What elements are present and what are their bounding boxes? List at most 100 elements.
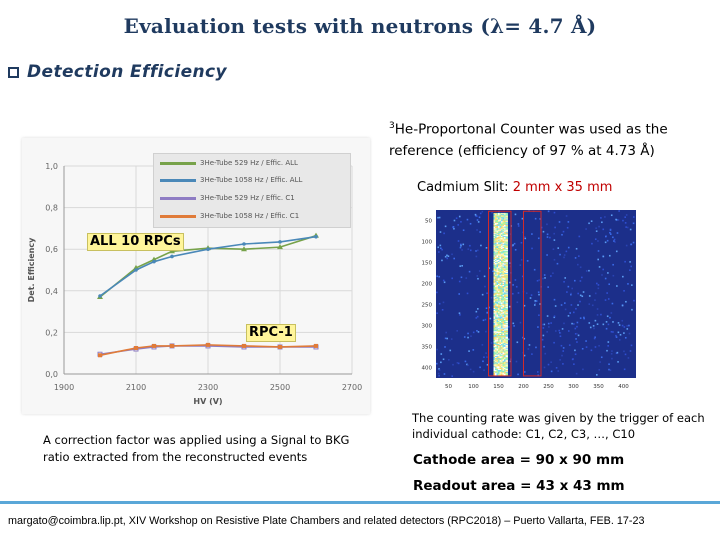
heatmap-noise-cell [476, 275, 479, 277]
heatmap-noise-cell [560, 344, 563, 347]
heatmap-noise-cell [475, 255, 478, 258]
heatmap-noise-cell [606, 292, 608, 294]
correction-note: A correction factor was applied using a … [43, 433, 350, 464]
heatmap-noise-cell [576, 341, 578, 343]
bullet-text: Detection Efficiency [27, 62, 227, 82]
heatmap-noise-cell [444, 225, 447, 228]
heatmap-noise-cell [524, 237, 527, 240]
heatmap-noise-cell [525, 292, 528, 294]
heatmap-noise-cell [513, 325, 515, 327]
heatmap-noise-cell [632, 241, 635, 244]
heatmap-noise-cell [460, 276, 463, 279]
heatmap-noise-cell [554, 226, 556, 229]
heatmap-hot-cell [495, 373, 498, 376]
legend-label: 3He-Tube 1058 Hz / Effic. C1 [200, 212, 300, 220]
legend-swatch-orange [160, 214, 196, 218]
heatmap-noise-cell [626, 226, 629, 229]
heatmap-noise-cell [461, 249, 463, 251]
heatmap-noise-cell [571, 287, 574, 290]
heatmap-noise-cell [579, 280, 582, 282]
heatmap-noise-cell [607, 323, 610, 326]
heatmap-noise-cell [578, 235, 581, 238]
heatmap-noise-cell [542, 334, 545, 337]
heatmap-noise-cell [607, 298, 610, 300]
heatmap-noise-cell [475, 310, 478, 313]
heatmap-noise-cell [559, 359, 561, 361]
heatmap-noise-cell [607, 272, 609, 274]
heatmap-noise-cell [574, 332, 577, 335]
heatmap-noise-cell [623, 326, 626, 328]
heatmap-noise-cell [555, 366, 558, 369]
heatmap-noise-cell [609, 316, 611, 319]
heatmap-noise-cell [624, 336, 627, 339]
heatmap-noise-cell [606, 239, 609, 242]
callout-all-rpcs: ALL 10 RPCs [87, 233, 184, 251]
heatmap-noise-cell [458, 293, 461, 295]
heatmap-noise-cell [477, 249, 479, 252]
heatmap-noise-cell [621, 324, 624, 327]
heatmap-noise-cell [613, 238, 616, 241]
heatmap-noise-cell [460, 221, 462, 223]
heatmap-noise-cell [623, 350, 625, 353]
y-tick-label: 0,8 [45, 204, 58, 213]
heatmap-noise-cell [567, 315, 570, 317]
heatmap-noise-cell [608, 363, 610, 366]
heatmap-noise-cell [542, 277, 544, 280]
heatmap-noise-cell [579, 317, 582, 319]
heatmap-noise-cell [597, 287, 600, 290]
footer-text: margato@coimbra.lip.pt, XIV Workshop on … [8, 515, 645, 527]
heatmap-noise-cell [579, 300, 581, 303]
heatmap-noise-cell [561, 328, 564, 330]
heatmap-noise-cell [478, 216, 481, 219]
heatmap-noise-cell [582, 368, 584, 371]
heatmap-noise-cell [538, 279, 540, 281]
heatmap-noise-cell [436, 275, 438, 278]
heatmap-noise-cell [546, 331, 548, 333]
heatmap-noise-cell [561, 233, 563, 236]
heatmap-noise-cell [440, 353, 443, 355]
heatmap-hot-cell [504, 373, 507, 376]
heatmap-noise-cell [553, 239, 556, 241]
heatmap-noise-cell [442, 358, 445, 361]
heatmap-noise-cell [591, 242, 593, 245]
x-axis-label: HV (V) [193, 397, 222, 406]
heatmap-y-tick-label: 300 [422, 324, 433, 330]
heatmap-noise-cell [604, 235, 607, 238]
heatmap-noise-cell [477, 221, 480, 223]
heatmap-noise-cell [481, 344, 484, 346]
heatmap-noise-cell [631, 284, 633, 286]
heatmap-noise-cell [442, 301, 445, 304]
heatmap-noise-cell [550, 322, 552, 324]
reference-note: 3He-Proportonal Counter was used as the … [389, 116, 714, 162]
heatmap-noise-cell [600, 356, 603, 359]
heatmap-noise-cell [529, 297, 532, 299]
data-point [241, 246, 247, 252]
callout-rpc1: RPC-1 [246, 324, 296, 342]
heatmap-noise-cell [566, 226, 569, 229]
heatmap-noise-cell [507, 326, 510, 328]
slide-title: Evaluation tests with neutrons (λ= 4.7 Å… [123, 14, 597, 38]
heatmap-noise-cell [517, 373, 519, 376]
heatmap-noise-cell [598, 266, 601, 268]
heatmap-noise-cell [457, 224, 460, 226]
heatmap-noise-cell [588, 269, 590, 272]
heatmap-noise-cell [480, 244, 482, 247]
heatmap-noise-cell [553, 316, 556, 319]
heatmap-noise-cell [441, 308, 444, 311]
heatmap-noise-cell [486, 356, 488, 358]
heatmap-noise-cell [559, 332, 562, 334]
heatmap-noise-cell [547, 363, 550, 366]
heatmap-noise-cell [470, 335, 472, 337]
heatmap-noise-cell [611, 302, 614, 305]
heatmap-noise-cell [541, 338, 544, 341]
heatmap-noise-cell [596, 282, 598, 285]
heatmap-noise-cell [594, 292, 597, 295]
heatmap-noise-cell [543, 274, 546, 276]
series-line [99, 344, 317, 357]
heatmap-noise-cell [522, 336, 524, 339]
heatmap-noise-cell [610, 214, 613, 217]
heatmap-noise-cell [625, 214, 628, 216]
heatmap-noise-cell [570, 292, 572, 295]
heatmap-noise-cell [492, 270, 494, 273]
heatmap-noise-cell [619, 333, 622, 336]
